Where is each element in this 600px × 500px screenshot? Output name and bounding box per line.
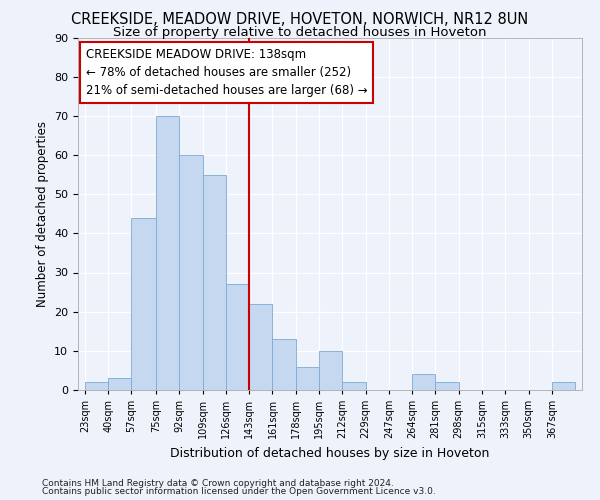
- Text: CREEKSIDE MEADOW DRIVE: 138sqm
← 78% of detached houses are smaller (252)
21% of: CREEKSIDE MEADOW DRIVE: 138sqm ← 78% of …: [86, 48, 367, 97]
- Bar: [156, 116, 179, 390]
- Bar: [249, 304, 272, 390]
- Bar: [343, 382, 365, 390]
- Y-axis label: Number of detached properties: Number of detached properties: [35, 120, 49, 306]
- Text: Contains public sector information licensed under the Open Government Licence v3: Contains public sector information licen…: [42, 488, 436, 496]
- Text: Size of property relative to detached houses in Hoveton: Size of property relative to detached ho…: [113, 26, 487, 39]
- Bar: [108, 378, 131, 390]
- Bar: [319, 351, 343, 390]
- Bar: [226, 284, 249, 390]
- Bar: [272, 339, 296, 390]
- Bar: [131, 218, 156, 390]
- X-axis label: Distribution of detached houses by size in Hoveton: Distribution of detached houses by size …: [170, 446, 490, 460]
- Bar: [203, 174, 226, 390]
- Bar: [552, 382, 575, 390]
- Bar: [179, 155, 203, 390]
- Text: Contains HM Land Registry data © Crown copyright and database right 2024.: Contains HM Land Registry data © Crown c…: [42, 478, 394, 488]
- Bar: [296, 366, 319, 390]
- Bar: [436, 382, 459, 390]
- Bar: [85, 382, 108, 390]
- Bar: [412, 374, 436, 390]
- Text: CREEKSIDE, MEADOW DRIVE, HOVETON, NORWICH, NR12 8UN: CREEKSIDE, MEADOW DRIVE, HOVETON, NORWIC…: [71, 12, 529, 28]
